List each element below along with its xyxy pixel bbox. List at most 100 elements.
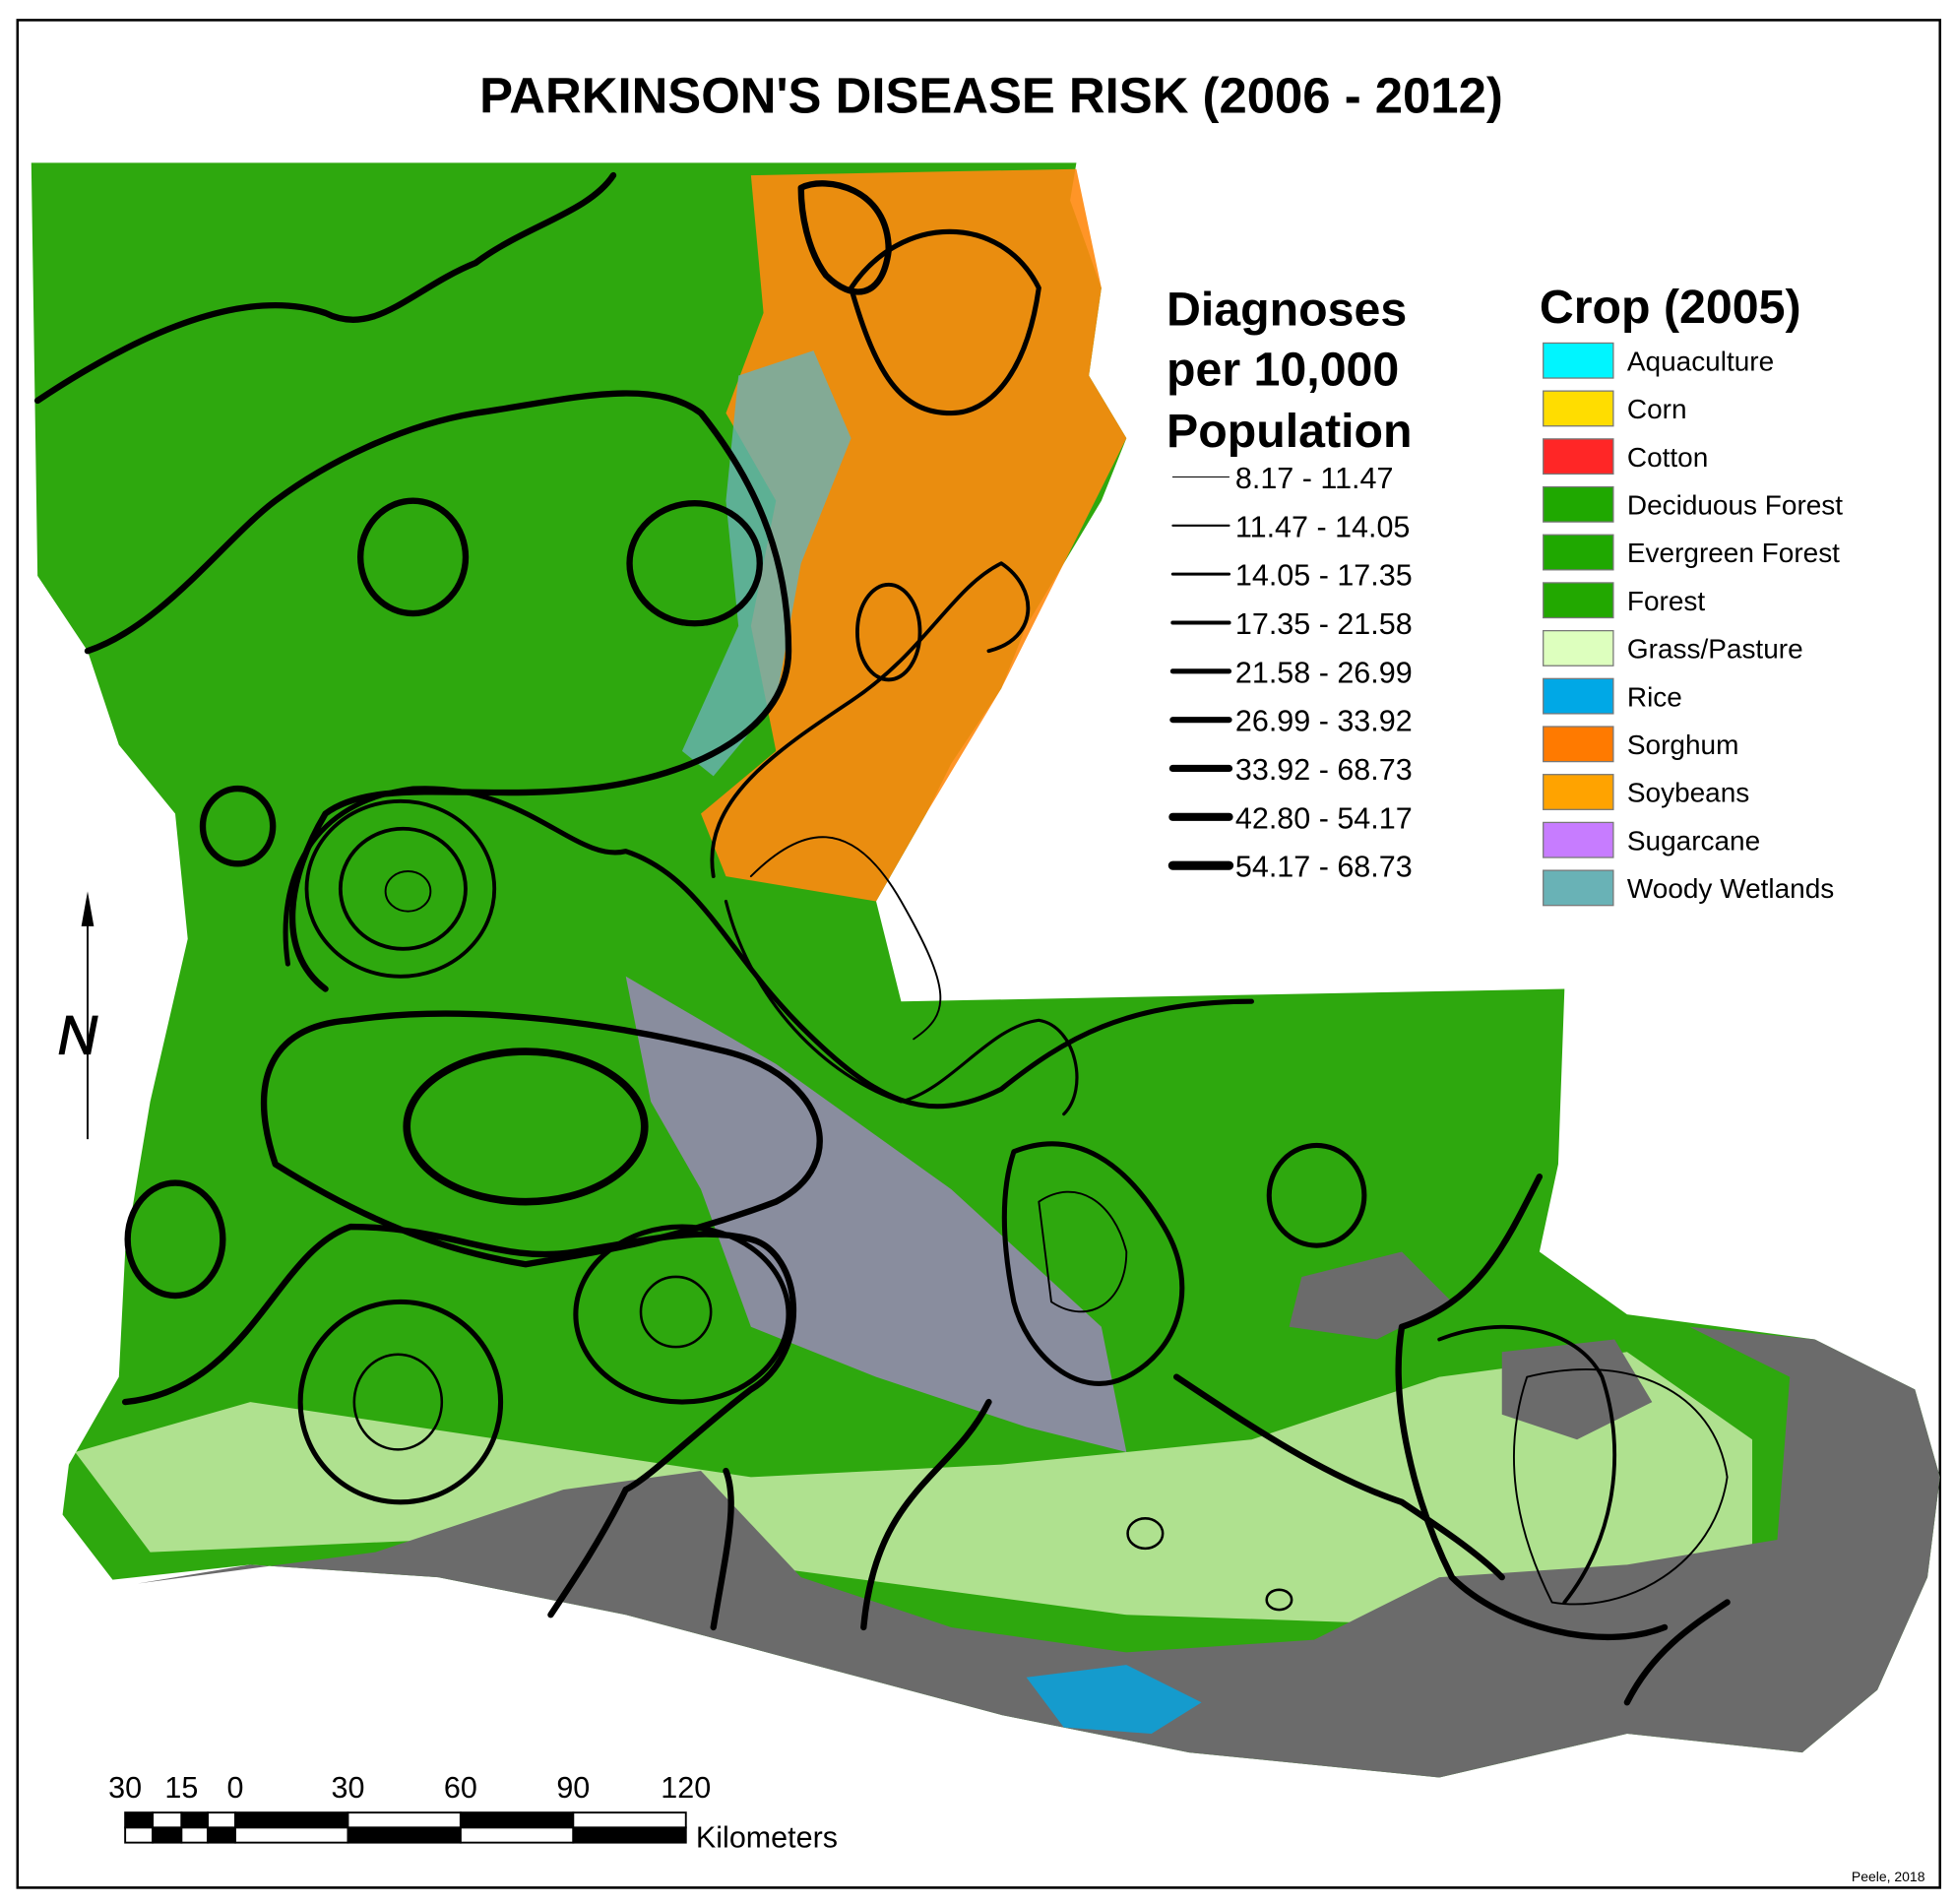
scale-segment <box>347 1826 462 1844</box>
scale-unit: Kilometers <box>696 1821 838 1855</box>
scale-segment <box>180 1811 210 1829</box>
scale-segment <box>347 1811 462 1829</box>
scale-label: 15 <box>164 1771 198 1805</box>
legend-label: 11.47 - 14.05 <box>1235 510 1411 543</box>
contour-line <box>710 561 1031 878</box>
lake <box>1501 1339 1653 1440</box>
legend-label: 26.99 - 33.92 <box>1235 705 1413 738</box>
legend-swatch <box>1543 774 1614 810</box>
legend-label: 21.58 - 26.99 <box>1235 656 1413 689</box>
legend-swatch <box>1543 485 1614 523</box>
scale-segment <box>459 1811 575 1829</box>
legend-swatch <box>1543 677 1614 715</box>
scale-label: 0 <box>227 1771 244 1805</box>
scale-label: 30 <box>331 1771 364 1805</box>
legend-swatch <box>1543 869 1614 907</box>
legend-swatch <box>1543 438 1614 476</box>
contour-line <box>1513 1368 1729 1606</box>
scale-segment <box>180 1826 210 1844</box>
legend-label: Grass/Pasture <box>1627 634 1803 665</box>
contour-line <box>384 870 432 913</box>
contour-line <box>849 228 1041 416</box>
legend-swatch <box>1543 726 1614 763</box>
contour-line <box>724 899 1079 1116</box>
sugarcane-area <box>625 976 1127 1452</box>
scale-bar: 30 15 0 30 60 90 120 Kilometers <box>108 1771 838 1855</box>
legend-title: Crop (2005) <box>1540 281 1801 334</box>
legend-label: 14.05 - 17.35 <box>1235 559 1413 593</box>
north-label: N <box>58 1004 98 1066</box>
legend-swatch <box>1543 390 1614 427</box>
contour-line <box>860 1373 1505 1631</box>
legend-label: Sorghum <box>1627 730 1739 760</box>
scale-segment <box>207 1826 236 1844</box>
risk-legend: Diagnoses per 10,000 Population 8.17 - 1… <box>1167 284 1413 884</box>
rice-area <box>1026 1665 1202 1735</box>
legend-label: 17.35 - 21.58 <box>1235 607 1413 641</box>
legend-label: 33.92 - 68.73 <box>1235 753 1413 787</box>
contour-line <box>626 500 763 627</box>
grass-pasture-area <box>75 1352 1753 1627</box>
crop-legend: Crop (2005) Aquaculture Corn Cotton Deciduo… <box>1540 281 1843 907</box>
contour-line <box>1126 1517 1165 1551</box>
legend-title: per 10,000 <box>1167 344 1399 397</box>
scale-label: 120 <box>661 1771 711 1805</box>
legend-title: Population <box>1167 405 1413 458</box>
contour-line <box>338 826 468 951</box>
legend-swatch <box>1543 582 1614 619</box>
contour-line <box>749 836 942 1041</box>
scale-segment <box>459 1826 575 1844</box>
contour-line <box>84 390 792 992</box>
scale-segment <box>207 1811 236 1829</box>
contour-line <box>33 171 617 405</box>
legend-title: Diagnoses <box>1167 284 1407 337</box>
scale-label: 60 <box>444 1771 477 1805</box>
coastal-water <box>137 1326 1940 1778</box>
legend-label: Woody Wetlands <box>1627 873 1834 904</box>
scale-segment <box>124 1811 155 1829</box>
contour-line <box>403 1047 649 1206</box>
legend-label: Sugarcane <box>1627 825 1760 856</box>
contour-line <box>297 1299 504 1505</box>
scale-segment <box>234 1811 349 1829</box>
legend-swatch <box>1543 342 1614 379</box>
land <box>31 162 1940 1778</box>
map-title: PARKINSON'S DISEASE RISK (2006 - 2012) <box>479 67 1503 123</box>
scale-segment <box>124 1826 155 1844</box>
scale-segment <box>152 1811 183 1829</box>
contour-line <box>304 798 497 979</box>
contour-line <box>547 1467 1731 1706</box>
legend-label: 54.17 - 68.73 <box>1235 851 1413 884</box>
contour-line <box>1038 1190 1128 1313</box>
contour-line <box>283 786 1254 1110</box>
legend-label: 42.80 - 54.17 <box>1235 801 1413 835</box>
risk-contours <box>33 171 1731 1706</box>
legend-label: Forest <box>1627 586 1705 616</box>
contour-line <box>855 582 922 682</box>
legend-label: 8.17 - 11.47 <box>1235 462 1394 495</box>
north-arrow-head <box>81 891 95 926</box>
scale-segment <box>152 1826 183 1844</box>
credit: Peele, 2018 <box>1852 1869 1925 1884</box>
legend-label: Aquaculture <box>1627 346 1774 376</box>
legend-label: Cotton <box>1627 442 1708 473</box>
legend-label: Deciduous Forest <box>1627 490 1843 521</box>
contour-line <box>1395 1174 1669 1641</box>
scale-segment <box>572 1826 687 1844</box>
legend-label: Soybeans <box>1627 778 1749 808</box>
legend-swatch <box>1543 629 1614 666</box>
contour-line <box>261 1010 823 1268</box>
legend-label: Rice <box>1627 681 1682 712</box>
scale-segment <box>572 1811 687 1829</box>
contour-line <box>356 497 470 617</box>
north-arrow: N <box>57 891 98 1140</box>
legend-label: Evergreen Forest <box>1627 538 1840 568</box>
contour-line <box>797 180 892 295</box>
contour-line <box>124 1179 226 1300</box>
scale-segment <box>234 1826 349 1844</box>
legend-swatch <box>1543 821 1614 858</box>
legend-swatch <box>1543 534 1614 571</box>
contour-line <box>1437 1324 1617 1605</box>
